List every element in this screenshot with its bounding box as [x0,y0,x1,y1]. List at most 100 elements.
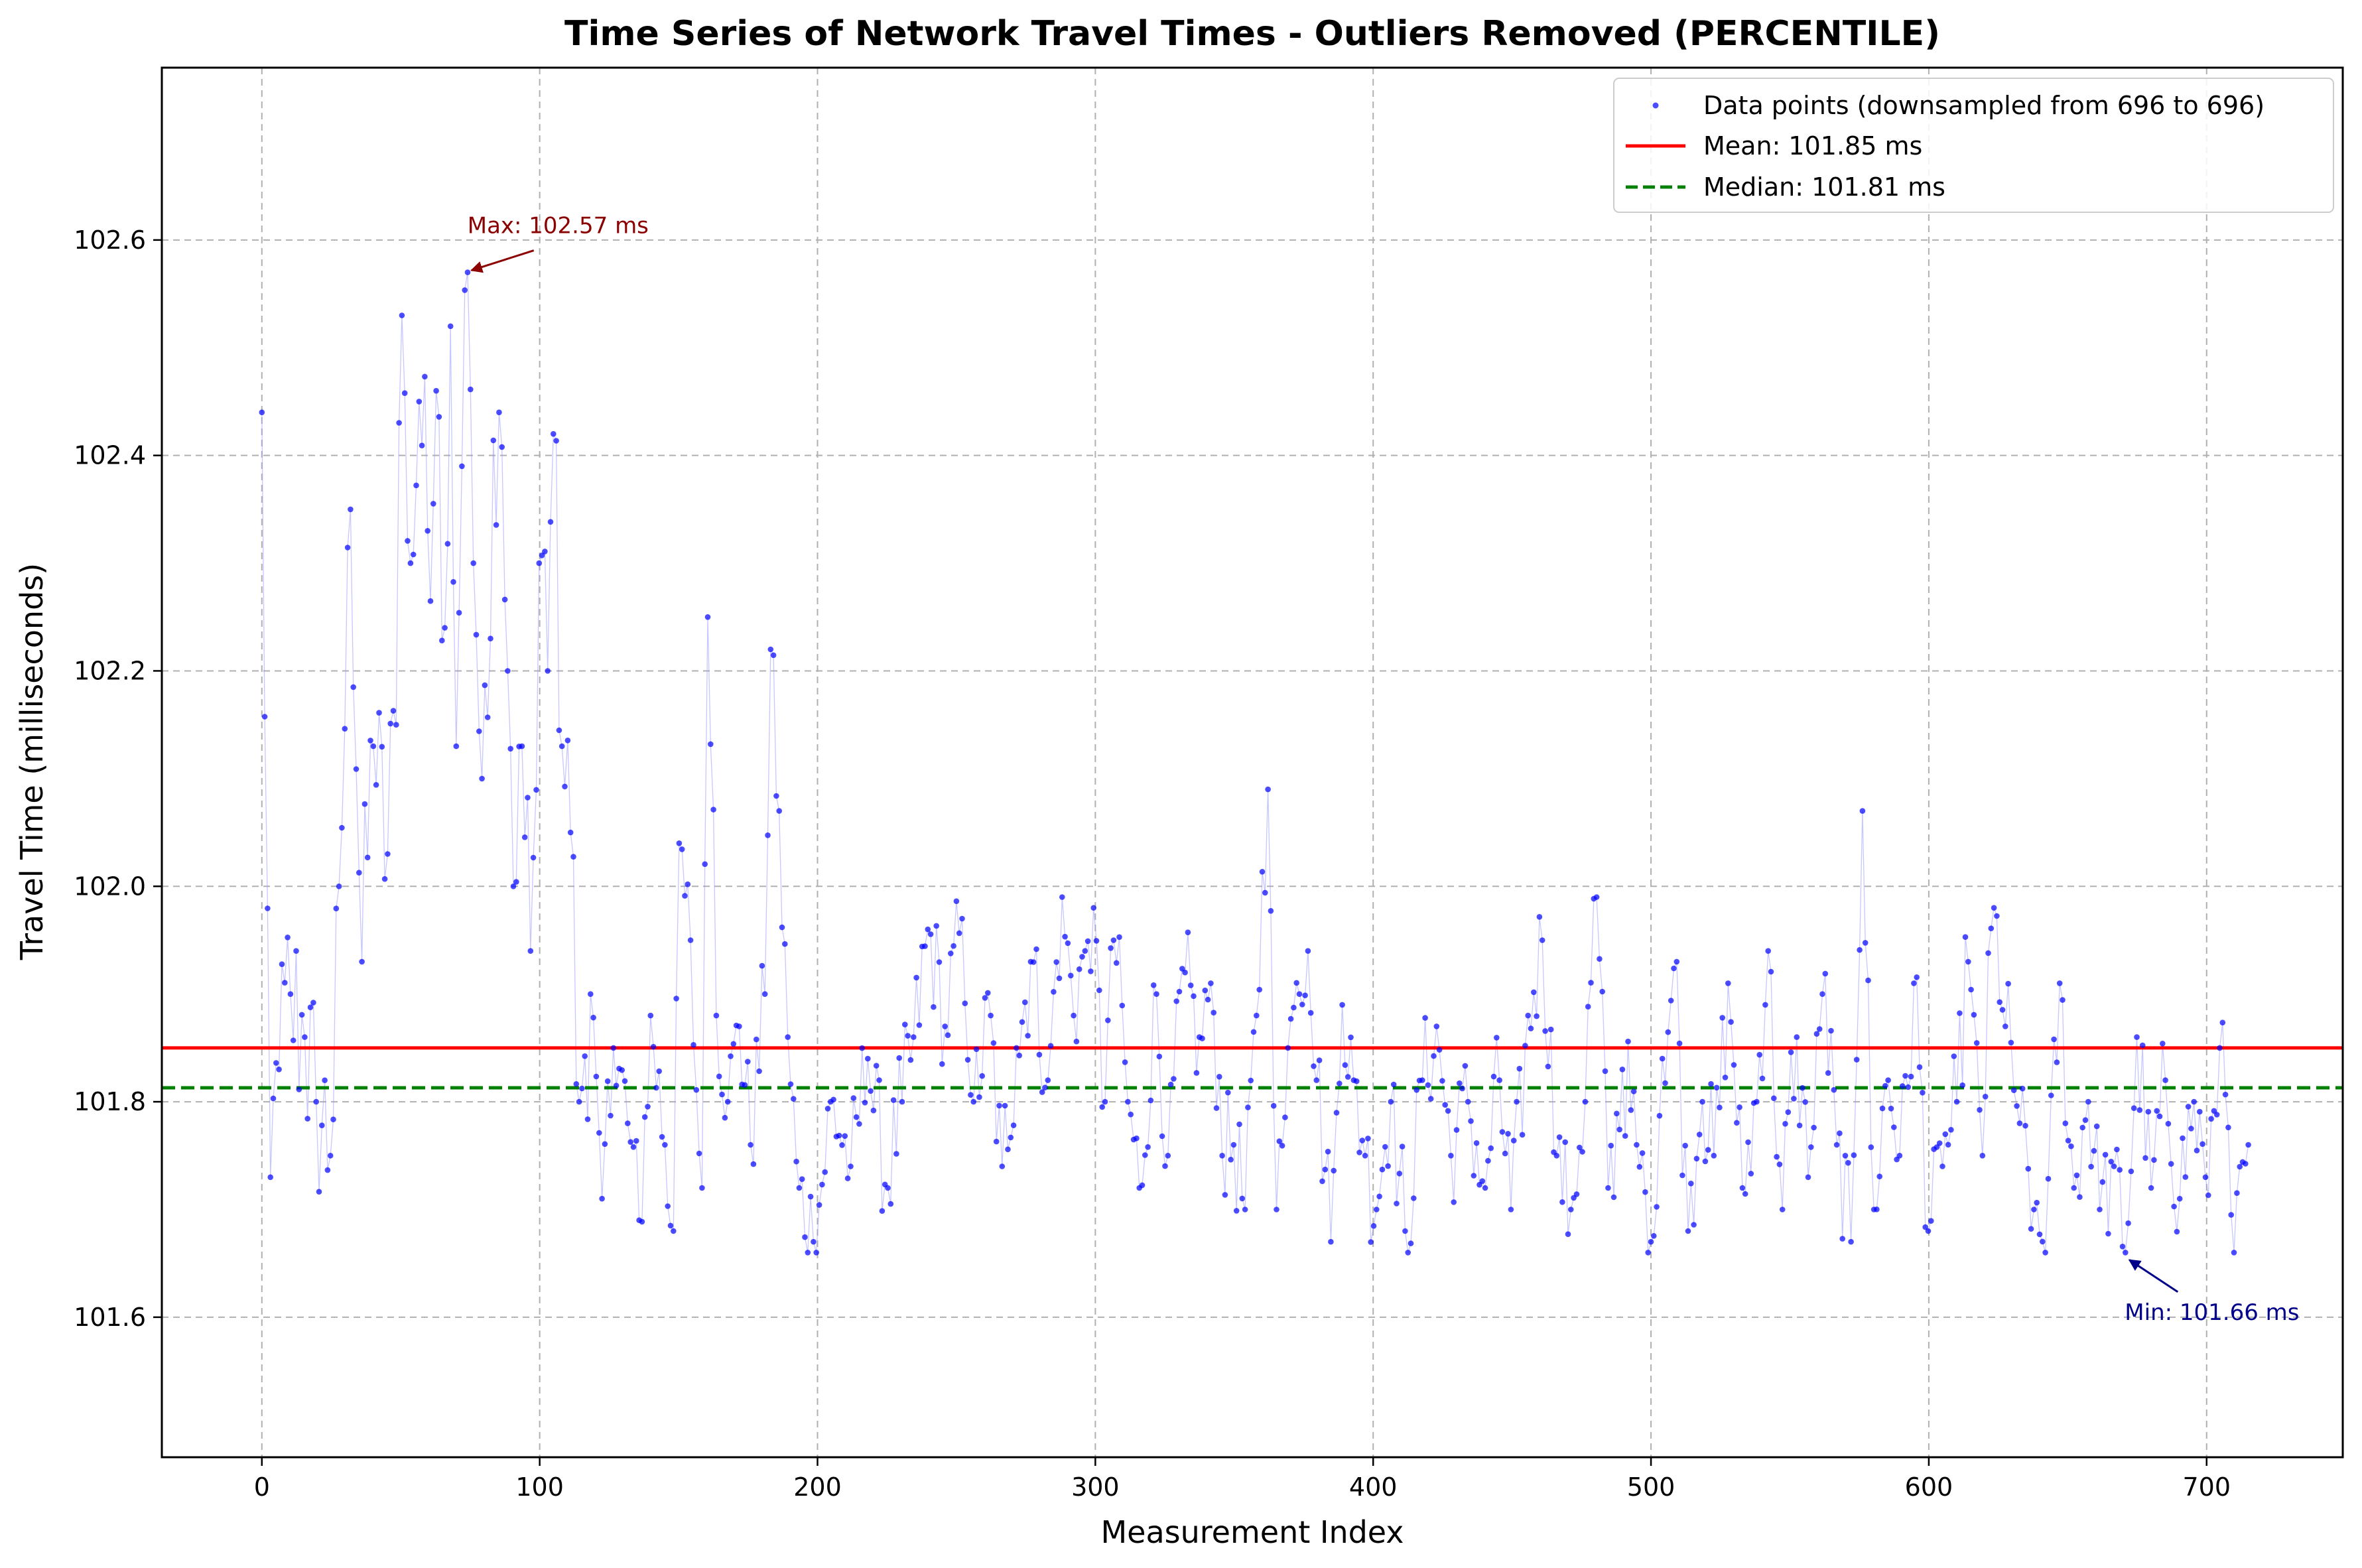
data-point [464,269,471,275]
data-point [1270,1102,1277,1109]
data-point [1322,1166,1329,1173]
data-point [673,996,679,1002]
data-point [1908,1073,1914,1080]
data-point [422,373,428,380]
legend: Data points (downsampled from 696 to 696… [1613,78,2334,213]
data-point [536,560,543,566]
y-tick-label: 102.4 [74,441,146,470]
data-point [2022,1122,2028,1129]
data-point [839,1142,845,1148]
data-point [1699,1098,1705,1105]
data-point [399,312,405,318]
data-point [1159,1133,1165,1140]
data-point [1219,1153,1225,1159]
data-point [973,1046,980,1053]
data-point [1307,1010,1314,1016]
data-point [273,1060,279,1066]
data-point [1033,946,1039,952]
data-point [2054,1059,2060,1065]
data-point [1673,958,1680,965]
max-arrow [470,249,535,273]
data-point [1248,1077,1254,1084]
data-point [1068,972,1074,979]
data-point [690,1042,696,1048]
data-point [1499,1129,1506,1135]
data-point [396,420,402,426]
data-point [2188,1126,2194,1132]
data-point [659,1134,665,1140]
data-point [1771,1095,1777,1102]
data-point [479,775,485,782]
data-point [1342,1062,1348,1068]
data-point [2085,1098,2091,1105]
data-point [376,710,382,716]
data-point [499,444,505,450]
data-point [1388,1098,1394,1105]
data-point [588,991,594,997]
data-point [1113,960,1120,966]
data-point [679,846,685,852]
data-point [1896,1153,1903,1159]
data-point [1362,1153,1368,1159]
data-point [1920,1090,1926,1096]
data-point [1139,1182,1146,1189]
data-point [444,541,451,547]
data-point [1459,1085,1465,1092]
data-point [1573,1191,1580,1197]
data-point [842,1133,848,1139]
data-point [802,1234,808,1240]
data-point [776,808,782,814]
data-point [1508,1207,1514,1212]
data-point [596,1130,602,1136]
data-point [327,1153,334,1159]
data-point [939,1061,945,1067]
data-point [1628,1107,1634,1113]
data-point [1116,934,1122,941]
data-point [459,463,465,470]
data-point [713,1012,720,1019]
data-point [761,991,768,997]
data-point [870,1107,877,1114]
data-point [2128,1168,2134,1175]
data-point [1531,989,1537,996]
data-point [1510,1138,1517,1143]
data-point [1991,905,1997,911]
data-point [1717,1104,1723,1110]
data-point [1911,980,1917,986]
data-point [1436,1047,1443,1053]
data-point [1608,1142,1614,1149]
data-point [373,782,379,788]
x-axis-label: Measurement Index [1100,1514,1404,1550]
data-point [1965,958,1971,965]
data-point [270,1095,277,1102]
data-point [1185,929,1191,935]
data-point [353,766,360,772]
data-point [1853,1057,1860,1063]
data-point [545,668,551,674]
data-point [261,714,268,720]
data-point [336,883,342,889]
data-point [2102,1151,2109,1158]
data-point [1614,1110,1620,1117]
data-point [1819,991,1825,997]
data-point [850,1095,857,1101]
data-point [988,1012,994,1019]
data-point [1982,1094,1989,1100]
data-point [2079,1124,2085,1131]
data-point [1973,1040,1980,1046]
data-point [599,1195,605,1202]
data-point [1779,1207,1786,1212]
data-point [1688,1181,1694,1187]
data-point [525,795,531,801]
data-point [793,1158,799,1165]
data-point [1577,1144,1583,1151]
data-point [876,1077,882,1083]
data-point [796,1185,803,1191]
data-point [476,728,482,734]
data-point [1279,1143,1285,1149]
data-point [1648,1238,1654,1245]
data-point [682,893,688,899]
data-point [1156,1053,1163,1060]
data-point [811,1238,817,1245]
